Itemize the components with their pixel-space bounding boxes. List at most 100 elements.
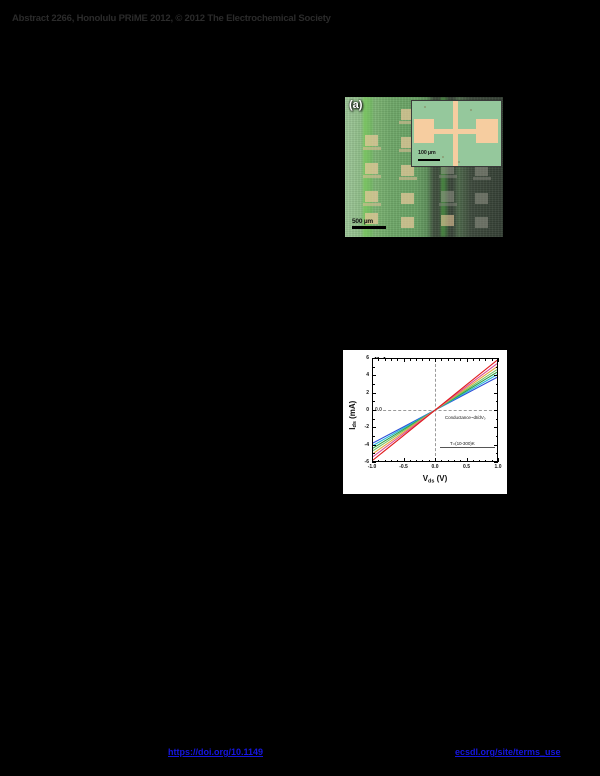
x-tick-minor — [472, 459, 474, 462]
x-tick-label: 0.5 — [463, 464, 470, 470]
figure-a-panel-label: (a) — [349, 99, 363, 111]
y-tick-minor-right — [495, 427, 498, 429]
x-tick-minor-top — [372, 358, 373, 361]
footer-link-terms[interactable]: ecsdl.org/site/terms_use — [455, 747, 561, 757]
y-tick-minor — [372, 410, 375, 411]
x-tick-minor — [498, 459, 499, 462]
x-tick-minor — [435, 459, 436, 462]
x-tick-minor-top — [447, 358, 449, 361]
device-pad — [441, 191, 454, 202]
device-pad — [401, 109, 414, 120]
device-pad — [441, 215, 454, 226]
iv-curve-300-k — [373, 360, 497, 460]
x-tick-minor-top — [409, 358, 411, 361]
y-tick-minor — [372, 462, 375, 463]
x-tick-minor — [460, 459, 462, 462]
y-tick-minor-right — [495, 358, 498, 359]
device-pad — [441, 163, 454, 174]
inset-scalebar-label: 100 µm — [418, 150, 436, 156]
device-pad — [365, 213, 378, 224]
x-axis-unit: (V) — [436, 474, 448, 483]
x-tick-minor-top — [479, 358, 481, 361]
x-tick-minor-top — [441, 358, 443, 361]
y-tick-minor — [372, 384, 375, 385]
y-tick-label: -6 — [364, 459, 369, 465]
y-tick-minor — [372, 444, 375, 446]
device-bar — [399, 177, 417, 180]
y-tick-minor-right — [495, 375, 498, 377]
annotation-temperature-rule — [439, 446, 495, 448]
device-bar — [473, 177, 491, 180]
y-tick-minor-right — [495, 418, 498, 420]
x-tick-label: -0.5 — [399, 464, 408, 470]
y-tick-minor — [372, 358, 375, 359]
x-tick-label: -1.0 — [367, 464, 377, 470]
x-axis-subscript: ds — [428, 478, 435, 485]
y-tick-minor-right — [495, 401, 498, 403]
page-header-citation: Abstract 2266, Honolulu PRiME 2012, © 20… — [12, 13, 331, 24]
x-tick-minor-top — [390, 358, 392, 361]
x-tick-minor-top — [416, 358, 418, 361]
x-tick-minor-top — [460, 358, 462, 361]
figure-a-scalebar-line — [352, 226, 386, 229]
y-tick-label: 0 — [366, 407, 369, 413]
x-tick-minor — [441, 459, 443, 462]
y-tick-minor — [372, 436, 375, 437]
device-bar — [399, 121, 417, 124]
x-tick-minor-top — [485, 358, 487, 361]
inset-scalebar-line — [418, 158, 440, 161]
x-tick-minor — [378, 459, 380, 462]
figure-a-scalebar-label: 500 µm — [352, 218, 373, 225]
y-tick-minor — [372, 375, 375, 377]
y-tick-label: -2 — [364, 424, 369, 431]
y-axis-symbol: I — [347, 427, 357, 430]
y-tick-minor — [372, 366, 375, 368]
y-axis-subscript: ds — [352, 421, 359, 428]
x-tick-minor — [397, 459, 399, 462]
inset-contact-pad-right — [476, 119, 498, 143]
inset-speck — [470, 109, 472, 111]
x-tick-minor-top — [498, 358, 499, 361]
footer-link-doi[interactable]: https://doi.org/10.1149 — [168, 747, 264, 757]
device-pad — [475, 217, 488, 228]
figure-b-iv-plot: (b) 0.0 Conductance~dI/dV₀ T=(10-300)K -… — [343, 350, 507, 494]
y-tick-minor-right — [495, 436, 498, 437]
inset-channel-horizontal-right — [457, 129, 479, 134]
x-tick-minor-top — [384, 358, 386, 361]
x-tick-minor — [479, 459, 481, 462]
y-tick-minor-right — [495, 410, 498, 411]
annotation-temperature: T=(10-300)K — [449, 440, 475, 446]
inset-speck — [458, 161, 460, 163]
device-bar — [363, 147, 381, 150]
y-tick-label: 4 — [366, 372, 369, 379]
device-pad — [365, 163, 378, 174]
x-tick-minor-top — [453, 358, 455, 361]
x-tick-minor-top — [472, 358, 474, 361]
x-tick-minor — [491, 459, 493, 462]
y-tick-minor — [372, 401, 375, 403]
inset-channel-horizontal-left — [432, 129, 454, 134]
x-axis-title: Vds (V) — [372, 474, 498, 484]
x-tick-minor — [390, 459, 392, 462]
y-tick-minor — [372, 418, 375, 420]
y-tick-label: 6 — [366, 355, 369, 361]
device-pad — [365, 135, 378, 146]
device-pad — [401, 137, 414, 148]
device-bar — [439, 203, 457, 206]
figure-a-inset: 100 µm — [411, 100, 502, 167]
y-tick-minor-right — [495, 444, 498, 446]
figure-a-micrograph: (a) 500 µm 100 µm — [345, 97, 503, 237]
y-tick-label: -4 — [364, 441, 369, 448]
y-tick-minor-right — [495, 453, 498, 455]
device-bar — [363, 203, 381, 206]
x-tick-minor — [447, 459, 449, 462]
inset-speck — [424, 106, 426, 108]
zero-marker-label: 0.0 — [375, 407, 382, 413]
y-tick-minor — [372, 453, 375, 455]
y-axis-unit: (mA) — [347, 400, 357, 419]
x-tick-minor — [485, 459, 487, 462]
x-tick-minor-top — [428, 358, 430, 361]
x-axis-symbol: V — [422, 474, 429, 483]
x-tick-minor — [384, 459, 386, 462]
y-tick-minor-right — [495, 366, 498, 368]
